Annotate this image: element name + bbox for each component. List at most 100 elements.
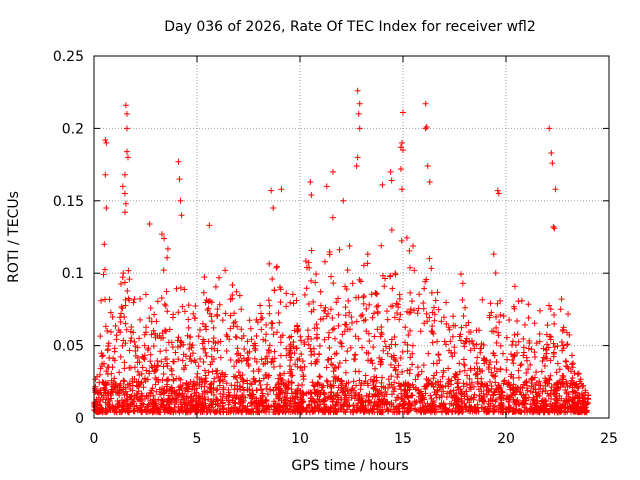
data-point (163, 347, 170, 354)
data-point (544, 322, 551, 329)
data-point (236, 407, 243, 414)
data-point (216, 301, 223, 308)
data-point (420, 305, 427, 312)
data-point (192, 359, 199, 366)
data-point (411, 307, 418, 314)
data-point (574, 371, 581, 378)
data-point (394, 374, 401, 381)
data-point (327, 306, 334, 313)
data-point (142, 291, 149, 298)
data-point (325, 407, 332, 414)
data-point (479, 296, 486, 303)
data-point (547, 391, 554, 398)
data-point (497, 409, 504, 416)
data-point (285, 378, 292, 385)
data-point (232, 405, 239, 412)
data-point (260, 361, 267, 368)
data-point (490, 251, 497, 258)
data-point (569, 394, 576, 401)
data-point (305, 389, 312, 396)
data-point (205, 338, 212, 345)
data-point (466, 375, 473, 382)
data-point (250, 368, 257, 375)
data-point (370, 344, 377, 351)
data-point (532, 404, 539, 411)
data-point (574, 408, 581, 415)
data-point (378, 329, 385, 336)
data-point (251, 398, 258, 405)
data-point (523, 370, 530, 377)
data-point (147, 358, 154, 365)
data-point (102, 171, 109, 178)
data-point (564, 341, 571, 348)
data-point (138, 407, 145, 414)
data-point (429, 323, 436, 330)
data-point (135, 396, 142, 403)
data-point (104, 327, 111, 334)
data-point (391, 379, 398, 386)
data-point (273, 263, 280, 270)
data-point (466, 403, 473, 410)
data-point (356, 125, 363, 132)
data-point (446, 390, 453, 397)
data-point (379, 272, 386, 279)
data-point (297, 388, 304, 395)
data-point (276, 319, 283, 326)
data-point (154, 358, 161, 365)
data-point (378, 383, 385, 390)
data-point (460, 340, 467, 347)
data-point (533, 340, 540, 347)
data-point (292, 390, 299, 397)
data-point (317, 288, 324, 295)
data-point (201, 388, 208, 395)
data-point (420, 362, 427, 369)
data-point (544, 341, 551, 348)
data-point (269, 320, 276, 327)
data-point (388, 341, 395, 348)
data-point (336, 246, 343, 253)
data-point (384, 384, 391, 391)
data-point (324, 357, 331, 364)
data-point (260, 375, 267, 382)
data-point (349, 385, 356, 392)
data-point (552, 396, 559, 403)
data-point (204, 389, 211, 396)
data-point (445, 365, 452, 372)
data-point (241, 345, 248, 352)
data-point (382, 389, 389, 396)
data-point (185, 388, 192, 395)
data-point (367, 357, 374, 364)
data-point (182, 362, 189, 369)
data-point (551, 225, 558, 232)
data-point (328, 388, 335, 395)
data-point (96, 379, 103, 386)
data-point (355, 294, 362, 301)
data-point (577, 404, 584, 411)
data-point (520, 352, 527, 359)
data-point (403, 234, 410, 241)
data-point (421, 285, 428, 292)
data-point (559, 342, 566, 349)
data-point (109, 314, 116, 321)
data-point (493, 324, 500, 331)
data-point (289, 291, 296, 298)
data-point (269, 355, 276, 362)
data-point (377, 361, 384, 368)
data-point (454, 380, 461, 387)
data-point (171, 358, 178, 365)
data-point (323, 364, 330, 371)
data-point (141, 342, 148, 349)
data-point (115, 404, 122, 411)
data-point (174, 344, 181, 351)
data-point (538, 368, 545, 375)
data-point (552, 400, 559, 407)
data-point (572, 389, 579, 396)
data-point (160, 402, 167, 409)
data-point (278, 186, 285, 193)
data-point (251, 345, 258, 352)
data-point (307, 178, 314, 185)
data-point (316, 342, 323, 349)
data-point (453, 371, 460, 378)
data-point (301, 341, 308, 348)
data-point (214, 312, 221, 319)
